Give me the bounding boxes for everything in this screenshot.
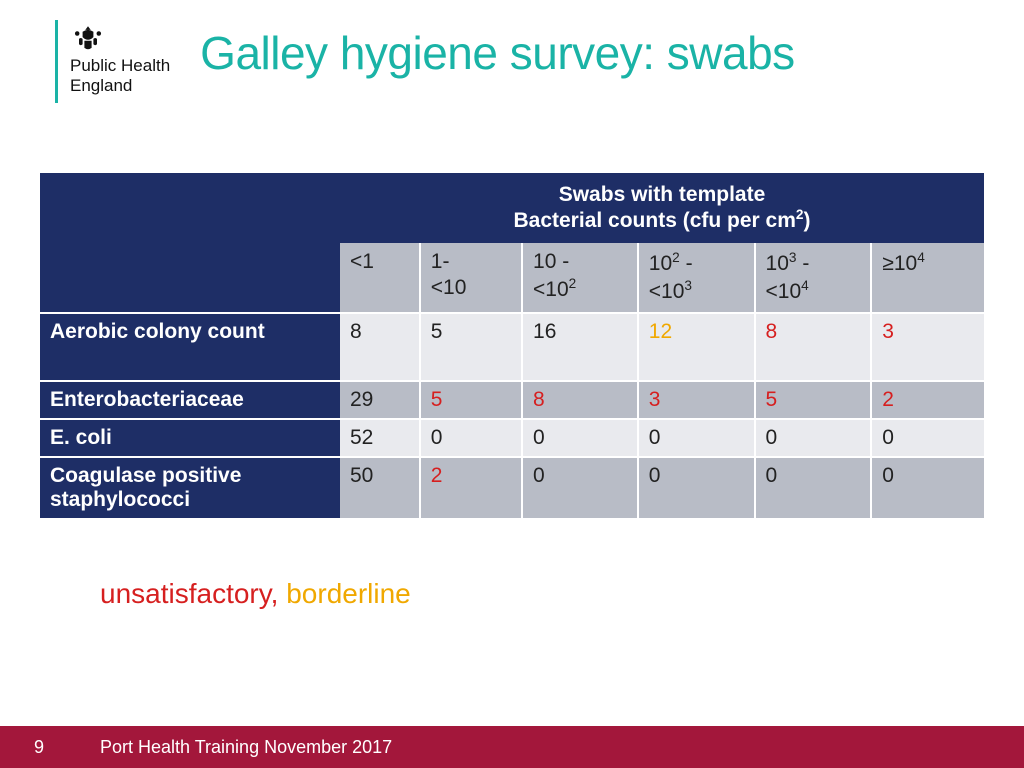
table-cell: 50: [340, 457, 420, 518]
table-subheader: ≥104: [871, 243, 984, 313]
swabs-table: Swabs with template Bacterial counts (cf…: [40, 173, 984, 518]
row-label: Enterobacteriaceae: [40, 381, 340, 419]
table-cell: 5: [420, 313, 522, 381]
table-cell: 5: [755, 381, 872, 419]
table-cell: 2: [871, 381, 984, 419]
table-cell: 52: [340, 419, 420, 457]
table-cell: 3: [871, 313, 984, 381]
table-cell: 8: [340, 313, 420, 381]
data-table-container: Swabs with template Bacterial counts (cf…: [40, 173, 984, 518]
table-cell: 0: [755, 419, 872, 457]
table-subheader: 102 -<103: [638, 243, 755, 313]
table-cell: 8: [522, 381, 638, 419]
slide-title: Galley hygiene survey: swabs: [200, 26, 795, 80]
table-row: E. coli5200000: [40, 419, 984, 457]
row-label: E. coli: [40, 419, 340, 457]
slide-footer: 9 Port Health Training November 2017: [0, 726, 1024, 768]
table-row: Aerobic colony count85161283: [40, 313, 984, 381]
table-cell: 0: [638, 419, 755, 457]
table-subheader: <1: [340, 243, 420, 313]
table-cell: 0: [871, 457, 984, 518]
table-cell: 29: [340, 381, 420, 419]
table-cell: 0: [522, 457, 638, 518]
table-row: Coagulase positive staphylococci5020000: [40, 457, 984, 518]
legend-unsatisfactory: unsatisfactory: [100, 578, 271, 609]
table-cell: 0: [755, 457, 872, 518]
row-label: Aerobic colony count: [40, 313, 340, 381]
table-cell: 0: [871, 419, 984, 457]
table-cell: 5: [420, 381, 522, 419]
table-subheader: 1-<10: [420, 243, 522, 313]
table-cell: 2: [420, 457, 522, 518]
table-cell: 3: [638, 381, 755, 419]
footer-text: Port Health Training November 2017: [100, 737, 392, 758]
logo-text-line1: Public Health: [70, 56, 170, 76]
table-subheader: 103 -<104: [755, 243, 872, 313]
table-subheader: 10 -<102: [522, 243, 638, 313]
row-label: Coagulase positive staphylococci: [40, 457, 340, 518]
table-cell: 16: [522, 313, 638, 381]
legend-separator: ,: [271, 578, 287, 609]
table-cell: 0: [638, 457, 755, 518]
logo-text-line2: England: [70, 76, 170, 96]
crest-icon: [70, 24, 106, 52]
table-cell: 8: [755, 313, 872, 381]
table-cell: 0: [420, 419, 522, 457]
legend: unsatisfactory, borderline: [100, 578, 1024, 610]
legend-borderline: borderline: [286, 578, 411, 609]
slide-header: Public Health England Galley hygiene sur…: [0, 0, 1024, 113]
page-number: 9: [0, 737, 100, 758]
table-body: Aerobic colony count85161283Enterobacter…: [40, 313, 984, 518]
table-cell: 12: [638, 313, 755, 381]
table-row: Enterobacteriaceae2958352: [40, 381, 984, 419]
table-cell: 0: [522, 419, 638, 457]
phe-logo: Public Health England: [55, 20, 170, 103]
table-corner-blank: [40, 173, 340, 313]
table-header-main: Swabs with template Bacterial counts (cf…: [340, 173, 984, 243]
